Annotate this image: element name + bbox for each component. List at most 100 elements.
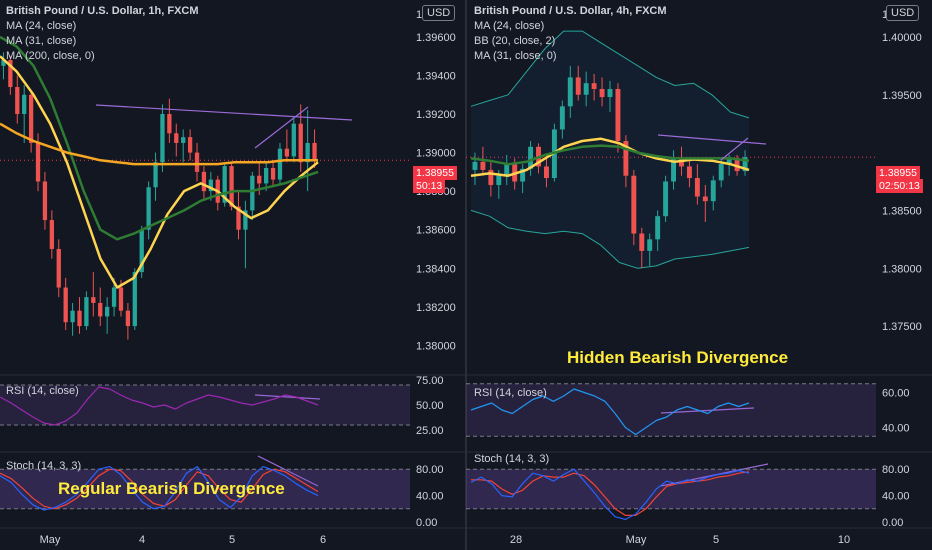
candle-body: [132, 272, 137, 327]
candle-body: [105, 306, 110, 317]
candle-body: [599, 88, 605, 98]
right-indicator-ma24[interactable]: MA (24, close): [474, 20, 545, 32]
candle-body: [528, 146, 534, 169]
right-stoch-label[interactable]: Stoch (14, 3, 3): [474, 453, 550, 465]
price-axis-label: 1.39600: [416, 32, 456, 44]
candle-body: [710, 180, 716, 202]
candle-body: [222, 166, 227, 203]
candle-body: [679, 158, 684, 167]
price-axis-label: 1.38400: [416, 263, 456, 275]
left-chart-svg[interactable]: 1.396001.394001.392001.390001.388001.386…: [0, 0, 466, 550]
candle-body: [208, 179, 213, 192]
right-price-tag: 1.38955: [876, 166, 920, 180]
candle-body: [591, 83, 597, 89]
left-indicator-ma31[interactable]: MA (31, close): [6, 35, 77, 47]
right-chart-svg[interactable]: 1.400001.395001.385001.380001.375001.460…: [466, 0, 932, 550]
candle-body: [187, 137, 193, 153]
right-legend: British Pound / U.S. Dollar, 4h, FXCM MA…: [474, 4, 667, 64]
right-chart-title: British Pound / U.S. Dollar, 4h, FXCM: [474, 5, 667, 17]
left-currency-badge[interactable]: USD: [422, 5, 456, 21]
left-indicator-ma24[interactable]: MA (24, close): [6, 20, 77, 32]
candle-body: [49, 220, 54, 249]
left-chart-title: British Pound / U.S. Dollar, 1h, FXCM: [6, 5, 199, 17]
candle-body: [694, 178, 700, 197]
right-divergence-annotation: Hidden Bearish Divergence: [567, 348, 789, 367]
time-axis-label: 10: [838, 534, 850, 546]
candle-body: [153, 162, 158, 188]
bollinger-lower-line: [470, 209, 750, 269]
candle-body: [250, 175, 255, 211]
right-indicator-bb[interactable]: BB (20, close, 2): [474, 35, 556, 47]
candle-body: [291, 123, 296, 157]
candle-body: [22, 94, 27, 115]
right-currency-badge[interactable]: USD: [886, 5, 920, 21]
candle-body: [312, 142, 317, 161]
right-indicator-ma31[interactable]: MA (31, close, 0): [474, 50, 557, 62]
left-indicator-ma200[interactable]: MA (200, close, 0): [6, 50, 95, 62]
bollinger-upper-line: [470, 30, 750, 119]
candle-body: [647, 239, 653, 251]
left-stoch-label[interactable]: Stoch (14, 3, 3): [6, 460, 82, 472]
time-axis-label: 6: [320, 534, 326, 546]
candle-body: [718, 164, 724, 181]
candle-body: [488, 169, 494, 185]
price-axis-label: 1.39400: [416, 70, 456, 82]
candle-body: [663, 181, 669, 217]
candle-body: [201, 171, 207, 192]
candle-body: [686, 166, 692, 179]
moving-average-line: [0, 122, 318, 166]
time-axis-label: May: [40, 534, 61, 546]
right-countdown-tag: 02:50:13: [876, 179, 923, 193]
candle-body: [28, 94, 34, 143]
stoch-axis-label: 80.00: [882, 464, 910, 476]
left-rsi-label[interactable]: RSI (14, close): [6, 385, 79, 397]
right-chart-panel: 1.400001.395001.385001.380001.375001.460…: [466, 0, 932, 550]
divergence-line-rsi: [660, 407, 755, 414]
stoch-k-line: [0, 466, 319, 511]
rsi-line: [0, 386, 319, 426]
candle-body: [472, 161, 478, 170]
candle-body: [742, 157, 748, 172]
rsi-line: [470, 388, 750, 436]
divergence-line-price: [657, 134, 767, 145]
candle-body: [655, 216, 661, 240]
candle-body: [236, 206, 241, 230]
candle-body: [70, 310, 75, 323]
candle-body: [520, 168, 526, 182]
stoch-d-line: [471, 471, 750, 517]
candle-body: [35, 142, 41, 182]
candle-body: [702, 196, 708, 202]
candle-body: [77, 310, 82, 327]
moving-average-line: [470, 137, 750, 177]
right-rsi-label[interactable]: RSI (14, close): [474, 387, 547, 399]
candle-body: [91, 297, 96, 303]
stoch-axis-label: 40.00: [416, 491, 444, 503]
candle-body: [243, 210, 248, 230]
stoch-band: [466, 469, 876, 509]
rsi-band: [466, 383, 876, 437]
candle-body: [264, 168, 269, 184]
price-axis-label: 1.38200: [416, 302, 456, 314]
left-divergence-annotation: Regular Bearish Divergence: [58, 479, 285, 498]
stoch-axis-label: 80.00: [416, 464, 444, 476]
candle-body: [284, 148, 290, 157]
candle-body: [504, 164, 510, 176]
candle-body: [257, 175, 262, 184]
candle-body: [575, 77, 581, 95]
candle-body: [583, 83, 589, 95]
candle-body: [84, 297, 89, 327]
candle-body: [1, 60, 6, 66]
divergence-line-rsi: [254, 394, 321, 400]
stoch-axis-label: 40.00: [882, 491, 910, 503]
candle-body: [639, 233, 645, 251]
candle-body: [98, 302, 103, 317]
time-axis-label: 4: [139, 534, 145, 546]
candle-body: [277, 148, 283, 180]
price-axis-label: 1.38500: [882, 205, 922, 217]
rsi-axis-label: 50.00: [416, 400, 444, 412]
candle-body: [42, 181, 48, 221]
rsi-band: [0, 385, 410, 425]
moving-average-line: [470, 144, 750, 166]
divergence-line-price: [95, 104, 353, 121]
candle-body: [111, 287, 117, 307]
